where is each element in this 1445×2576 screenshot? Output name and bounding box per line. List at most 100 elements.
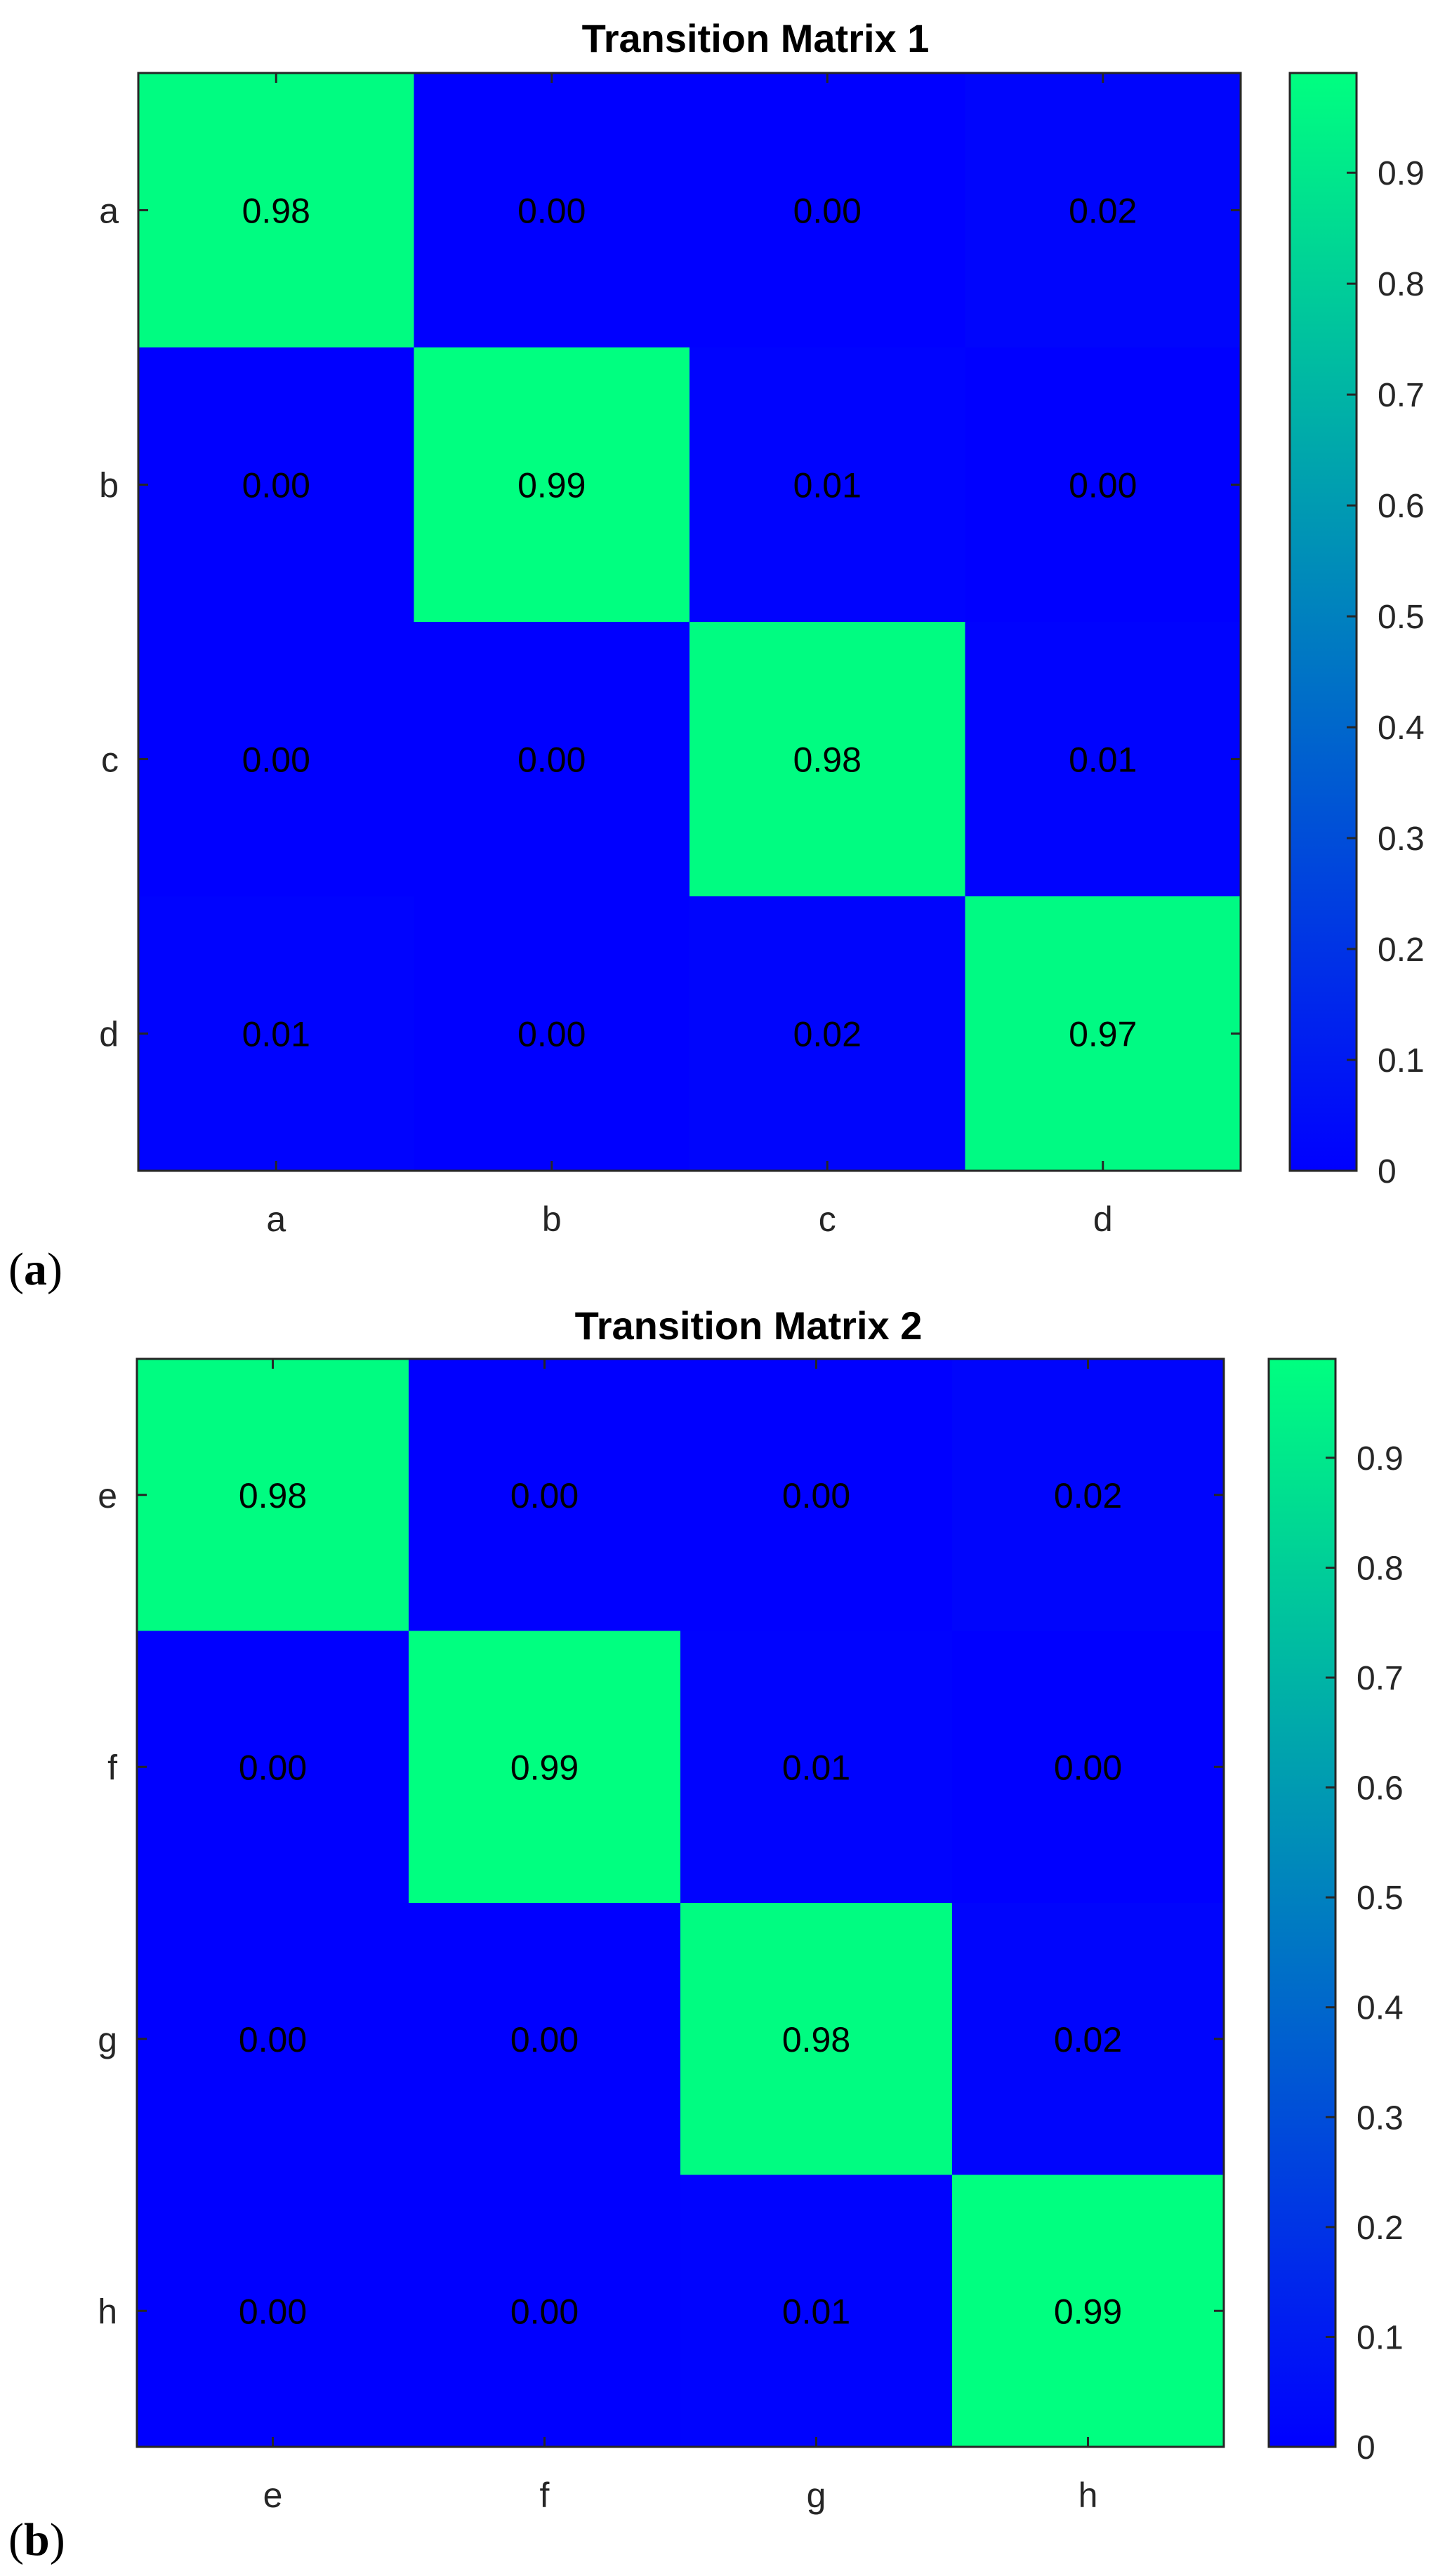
cell-value-label: 0.00: [242, 741, 310, 780]
y-tick-label: h: [98, 2292, 117, 2331]
heatmap-cell: [414, 622, 690, 897]
cell-value-label: 0.02: [1054, 2020, 1122, 2059]
colorbar-tick-label: 0.5: [1357, 1880, 1404, 1917]
colorbar-tick-label: 0.8: [1378, 266, 1425, 303]
y-tick-label: f: [107, 1748, 117, 1787]
colorbar-gradient: [1288, 72, 1358, 1172]
cell-value-label: 0.99: [510, 1748, 579, 1787]
cell-value-label: 0.00: [242, 466, 310, 505]
colorbar-tick-label: 0.9: [1378, 155, 1425, 192]
heatmap-cell: [409, 1631, 681, 1904]
cell-value-label: 0.00: [510, 2020, 579, 2059]
x-tick-label: b: [542, 1200, 562, 1239]
cell-value-label: 0.02: [1054, 1476, 1122, 1515]
heatmap-cell: [689, 896, 965, 1171]
heatmap-cell: [689, 347, 965, 623]
x-tick-label: f: [540, 2476, 550, 2515]
heatmap-cell: [689, 622, 965, 897]
cell-value-label: 0.00: [517, 1015, 586, 1054]
y-tick-label: b: [99, 466, 119, 505]
colorbar-tick-label: 0.3: [1357, 2099, 1404, 2137]
heatmap-cell: [965, 622, 1241, 897]
plot-frame: [137, 72, 1242, 1172]
colorbar-tick-label: 0.5: [1378, 599, 1425, 636]
colorbar-tick-label: 0.4: [1378, 710, 1425, 747]
heatmap-cell: [965, 73, 1241, 348]
heatmap-cell: [409, 2175, 681, 2448]
heatmap-cell: [680, 2175, 953, 2448]
cell-value-label: 0.01: [782, 2292, 850, 2331]
y-tick-label: c: [101, 741, 119, 780]
cell-value-label: 0.01: [793, 466, 862, 505]
cell-value-label: 0.01: [782, 1748, 850, 1787]
cell-value-label: 0.00: [239, 1748, 307, 1787]
cell-value-label: 0.00: [1054, 1748, 1122, 1787]
x-tick-label: c: [819, 1200, 836, 1239]
heatmap-cell: [409, 1903, 681, 2175]
heatmap-cells: 0.98 0.00 0.00 0.02 0.00 0.99 0.01 0.00 0.00 0.00…: [138, 73, 1241, 1171]
cell-value-label: 0.97: [1069, 1015, 1137, 1054]
heatmap-cell: [414, 347, 690, 623]
heatmap-cell: [680, 1359, 953, 1631]
colorbar-tick-label: 0.6: [1378, 488, 1425, 525]
x-tick-label: a: [266, 1200, 286, 1239]
heatmap-cell: [409, 1359, 681, 1631]
y-tick-labels: e f g h: [98, 1476, 1224, 2331]
heatmap-cell: [138, 622, 414, 897]
heatmap-cell: [137, 1631, 409, 1904]
cell-value-label: 0.99: [1054, 2292, 1122, 2331]
cell-value-label: 0.00: [1069, 466, 1137, 505]
colorbar-tick-label: 0.8: [1357, 1550, 1404, 1587]
heatmap-cell: [952, 1631, 1225, 1904]
colorbar-tick-label: 0: [1357, 2429, 1375, 2467]
cell-value-label: 0.00: [510, 2292, 579, 2331]
cell-value-label: 0.02: [1069, 192, 1137, 231]
y-tick-labels: a b c d: [99, 192, 1241, 1054]
cell-value-label: 0.98: [242, 192, 310, 231]
cell-value-label: 0.98: [793, 741, 862, 780]
colorbar-tick-label: 0.7: [1378, 377, 1425, 414]
colorbar-tick-label: 0.9: [1357, 1440, 1404, 1478]
colorbar-tick-label: 0.1: [1378, 1042, 1425, 1080]
heatmap-cell: [689, 73, 965, 348]
y-tick-label: d: [99, 1015, 119, 1054]
colorbar: 0 0.1 0.2 0.3 0.4 0.5 0.6 0.7 0.8 0.9: [1267, 1357, 1404, 2467]
x-tick-label: g: [807, 2476, 826, 2515]
colorbar-tick-label: 0.7: [1357, 1660, 1404, 1697]
heatmap-cells: 0.98 0.00 0.00 0.02 0.00 0.99 0.01 0.00 0.00 0.00…: [137, 1359, 1225, 2448]
plot-frame: [136, 1357, 1225, 2448]
x-tick-labels: e f g h: [263, 1359, 1097, 2515]
colorbar-gradient: [1267, 1357, 1337, 2448]
cell-value-label: 0.98: [782, 2020, 850, 2059]
chart-panel-b: Transition Matrix 2 0.98 0.00 0.00 0.02 0.00…: [8, 1303, 1404, 2565]
y-tick-label: a: [99, 192, 119, 231]
heatmap-cell: [137, 1903, 409, 2175]
x-tick-label: e: [263, 2476, 283, 2515]
heatmap-cell: [952, 1903, 1225, 2175]
colorbar-tick-label: 0.3: [1378, 821, 1425, 858]
chart-title: Transition Matrix 1: [582, 16, 930, 60]
cell-value-label: 0.00: [239, 2020, 307, 2059]
y-tick-label: e: [98, 1476, 117, 1515]
cell-value-label: 0.02: [793, 1015, 862, 1054]
heatmap-cell: [965, 896, 1241, 1171]
cell-value-label: 0.00: [239, 2292, 307, 2331]
cell-value-label: 0.01: [1069, 741, 1137, 780]
panel-label: (a): [8, 1244, 62, 1295]
chart-panel-a: Transition Matrix 1 0.98 0.00 0.00 0.02 0.00…: [8, 16, 1425, 1295]
cell-value-label: 0.00: [517, 192, 586, 231]
heatmap-cell: [137, 2175, 409, 2448]
heatmap-cell: [680, 1903, 953, 2175]
x-tick-label: d: [1093, 1200, 1113, 1239]
colorbar-tick-label: 0.4: [1357, 1990, 1404, 2027]
heatmap-cell: [137, 1359, 409, 1631]
cell-value-label: 0.00: [793, 192, 862, 231]
colorbar: 0 0.1 0.2 0.3 0.4 0.5 0.6 0.7 0.8 0.9: [1288, 72, 1425, 1190]
y-tick-label: g: [98, 2020, 117, 2059]
cell-value-label: 0.98: [239, 1476, 307, 1515]
heatmap-cell: [952, 1359, 1225, 1631]
heatmap-cell: [952, 2175, 1225, 2448]
colorbar-tick-label: 0.2: [1357, 2210, 1404, 2247]
cell-value-label: 0.00: [782, 1476, 850, 1515]
